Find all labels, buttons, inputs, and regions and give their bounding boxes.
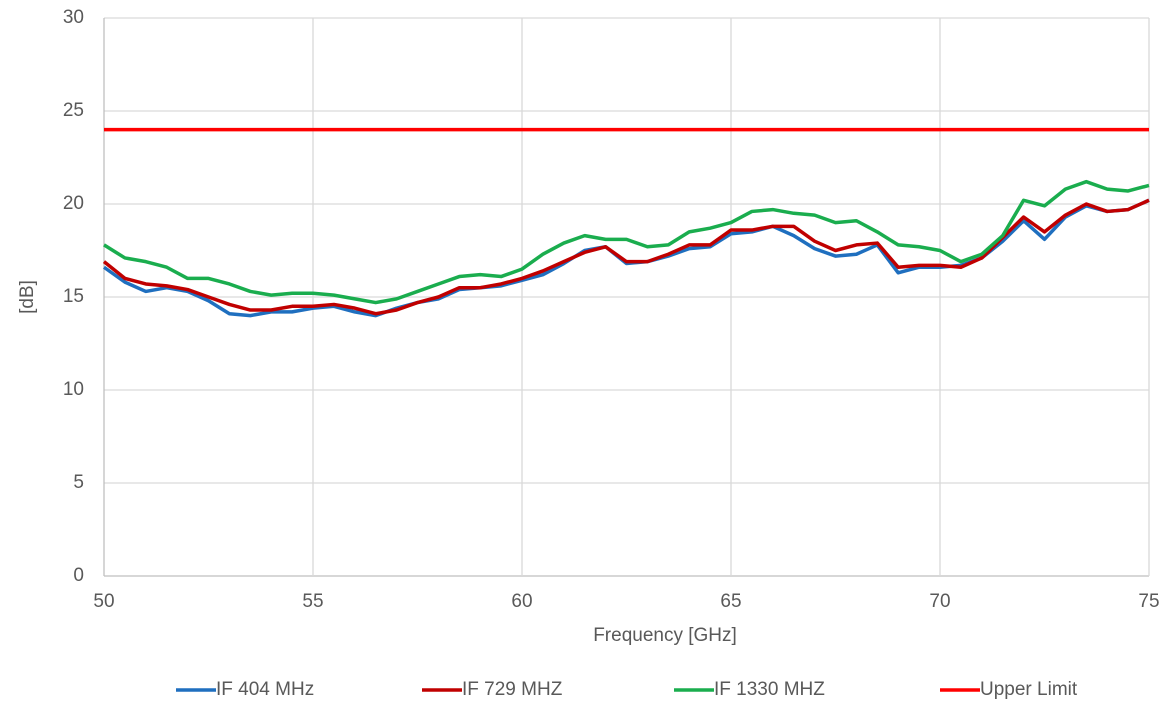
x-tick-label: 55 xyxy=(302,591,323,612)
x-tick-label: 50 xyxy=(93,591,114,612)
series-line xyxy=(103,179,1150,305)
legend-label: IF 404 MHz xyxy=(216,679,314,700)
x-axis-label: Frequency [GHz] xyxy=(593,625,737,646)
series-line xyxy=(102,198,1150,316)
y-axis-label: [dB] xyxy=(17,280,38,314)
legend-label: Upper Limit xyxy=(980,679,1078,700)
y-tick-label: 25 xyxy=(63,100,84,121)
y-tick-label: 20 xyxy=(63,193,84,214)
y-tick-label: 10 xyxy=(63,379,84,400)
legend-label: IF 1330 MHZ xyxy=(714,679,825,700)
x-tick-label: 75 xyxy=(1138,591,1159,612)
y-tick-label: 5 xyxy=(73,472,84,493)
x-tick-label: 70 xyxy=(929,591,950,612)
x-tick-label: 65 xyxy=(720,591,741,612)
y-tick-label: 30 xyxy=(63,7,84,28)
series-line xyxy=(102,198,1150,318)
legend-label: IF 729 MHZ xyxy=(462,679,563,700)
y-tick-label: 0 xyxy=(73,565,84,586)
x-tick-label: 60 xyxy=(511,591,532,612)
y-tick-label: 15 xyxy=(63,286,84,307)
